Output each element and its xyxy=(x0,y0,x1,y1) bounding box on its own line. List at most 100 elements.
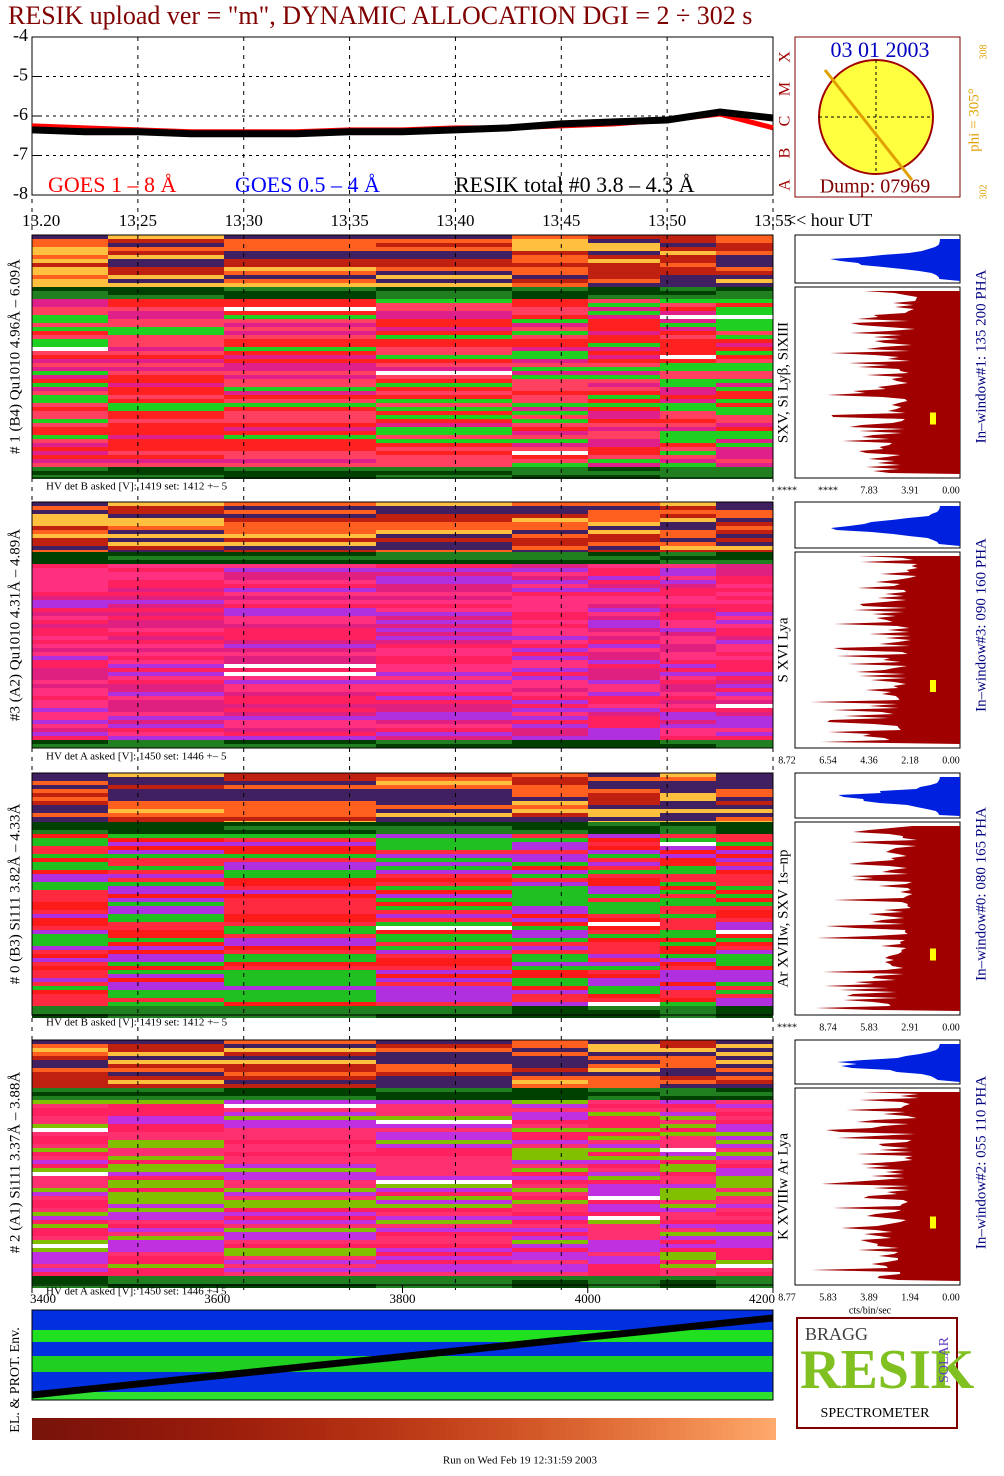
spectrum-cell xyxy=(512,906,588,910)
spectrum-cell xyxy=(32,1204,108,1208)
spectrum-cell xyxy=(512,676,588,680)
spectrum-cell xyxy=(224,834,376,838)
spectrum-cell xyxy=(108,403,224,407)
spectrum-cell xyxy=(108,1010,224,1014)
spectrum-cell xyxy=(376,644,512,648)
spectrum-cell xyxy=(376,439,512,443)
pha-tick: **** xyxy=(777,1022,797,1033)
spectrum-cell xyxy=(376,926,512,930)
spectrum-cell xyxy=(376,1060,512,1064)
spectrum-cell xyxy=(716,546,773,550)
pha-tick: 7.83 xyxy=(860,485,878,496)
spectrum-cell xyxy=(224,830,376,834)
spectrum-cell xyxy=(376,395,512,399)
spectrum-cell xyxy=(716,564,773,568)
spectrum-cell xyxy=(108,1192,224,1196)
spectrum-cell xyxy=(108,1276,224,1280)
spectrum-cell xyxy=(224,648,376,652)
spectrum-cell xyxy=(376,994,512,998)
legend-entry: RESIK total #0 3.8 – 4.3 Å xyxy=(455,172,695,197)
spectrum-cell xyxy=(660,1188,716,1192)
spectrum-cell xyxy=(108,680,224,684)
spectrum-cell xyxy=(660,604,716,608)
env-band xyxy=(32,1342,773,1356)
spectrum-cell xyxy=(108,950,224,954)
spectrum-cell xyxy=(108,1112,224,1116)
spectrum-cell xyxy=(660,1136,716,1140)
spectrum-cell xyxy=(376,850,512,854)
spectrum-cell xyxy=(588,1220,660,1224)
spectrum-cell xyxy=(660,1048,716,1052)
spectrum-cell xyxy=(588,616,660,620)
spectrogram xyxy=(32,502,773,748)
spectrum-cell xyxy=(660,287,716,291)
color-bar xyxy=(602,1418,608,1440)
spectrum-cell xyxy=(588,506,660,510)
spectrum-cell xyxy=(224,259,376,263)
spectrum-cell xyxy=(512,1116,588,1120)
spectrum-cell xyxy=(512,291,588,295)
spectrum-cell xyxy=(660,732,716,736)
spectrum-cell xyxy=(716,1064,773,1068)
spectrum-cell xyxy=(716,789,773,793)
spectrum-cell xyxy=(32,383,108,387)
spectrum-cell xyxy=(716,1076,773,1080)
spectrum-cell xyxy=(512,1140,588,1144)
spectrum-cell xyxy=(224,514,376,518)
spectrum-cell xyxy=(376,331,512,335)
spectrum-cell xyxy=(376,279,512,283)
spectrum-cell xyxy=(376,1100,512,1104)
color-bar xyxy=(608,1418,614,1440)
spectrum-cell xyxy=(376,793,512,797)
spectrum-cell xyxy=(512,307,588,311)
spectrum-cell xyxy=(376,335,512,339)
spectrum-cell xyxy=(224,966,376,970)
spectrum-cell xyxy=(660,1014,716,1018)
spectrum-cell xyxy=(32,970,108,974)
spectrum-cell xyxy=(660,351,716,355)
spectrum-cell xyxy=(588,568,660,572)
spectrum-cell xyxy=(512,1128,588,1132)
spectrum-cell xyxy=(588,1002,660,1006)
spectrum-cell xyxy=(108,1164,224,1168)
env-band xyxy=(32,1356,773,1372)
spectrum-cell xyxy=(32,1216,108,1220)
spectrum-cell xyxy=(376,1236,512,1240)
spectrum-cell xyxy=(376,826,512,830)
spectrum-cell xyxy=(376,608,512,612)
spectrum-cell xyxy=(512,596,588,600)
spectrum-cell xyxy=(588,1124,660,1128)
color-bar xyxy=(566,1418,572,1440)
spectrum-cell xyxy=(224,1148,376,1152)
color-bar xyxy=(644,1418,650,1440)
spectrum-cell xyxy=(588,704,660,708)
spectrum-cell xyxy=(224,371,376,375)
spectrum-cell xyxy=(376,838,512,842)
spectrum-cell xyxy=(660,1132,716,1136)
spectrum-cell xyxy=(660,510,716,514)
spectrum-cell xyxy=(108,391,224,395)
spectrum-cell xyxy=(108,1224,224,1228)
spectrum-cell xyxy=(224,817,376,821)
spectrum-cell xyxy=(588,243,660,247)
spectrum-cell xyxy=(512,1216,588,1220)
spectrum-cell xyxy=(376,1192,512,1196)
spectrum-cell xyxy=(512,732,588,736)
spectrum-cell xyxy=(224,1080,376,1084)
spectrum-cell xyxy=(588,267,660,271)
spectrum-cell xyxy=(512,1256,588,1260)
spectrum-cell xyxy=(32,1056,108,1060)
spectrum-cell xyxy=(376,1264,512,1268)
spectrum-cell xyxy=(224,1232,376,1236)
spectrum-cell xyxy=(588,922,660,926)
spectrum-cell xyxy=(660,239,716,243)
spectrum-cell xyxy=(512,331,588,335)
spectrum-cell xyxy=(224,708,376,712)
spectrum-cell xyxy=(32,415,108,419)
spectrum-cell xyxy=(588,592,660,596)
spectrum-cell xyxy=(716,1136,773,1140)
spectrum-cell xyxy=(512,447,588,451)
sun-dump: Dump: 07969 xyxy=(820,176,931,198)
spectrum-cell xyxy=(660,423,716,427)
spectrum-cell xyxy=(32,994,108,998)
